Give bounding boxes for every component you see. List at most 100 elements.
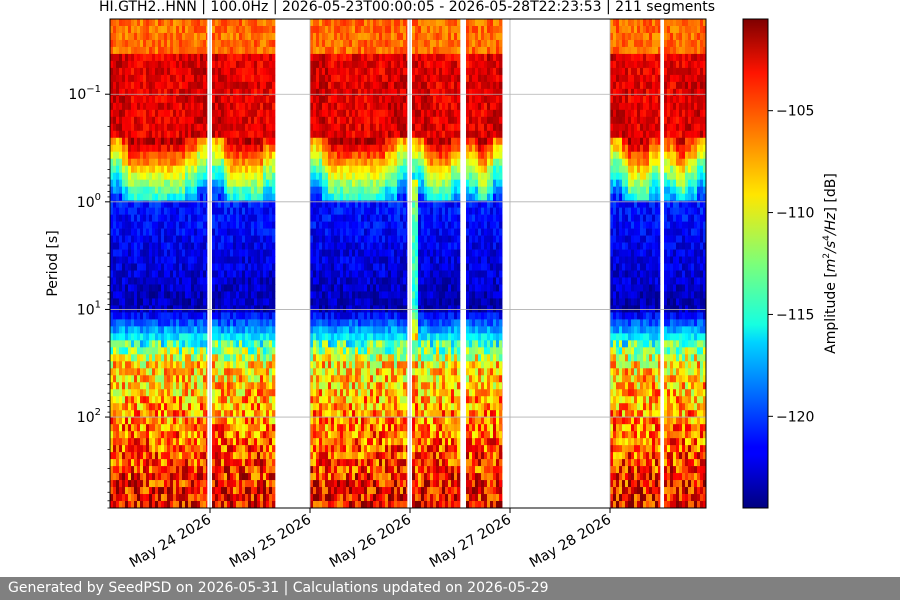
heatmap-cell bbox=[233, 53, 237, 62]
heatmap-cell bbox=[188, 333, 192, 341]
heatmap-cell bbox=[203, 60, 207, 69]
heatmap-cell bbox=[137, 235, 141, 243]
heatmap-cell bbox=[257, 389, 261, 397]
heatmap-cell bbox=[215, 473, 219, 481]
heatmap-cell bbox=[266, 123, 270, 132]
heatmap-cell bbox=[239, 193, 243, 201]
heatmap-cell bbox=[179, 459, 183, 467]
heatmap-cell bbox=[221, 214, 225, 222]
heatmap-cell bbox=[316, 284, 320, 292]
heatmap-cell bbox=[325, 172, 329, 181]
heatmap-cell bbox=[251, 39, 255, 48]
heatmap-cell bbox=[352, 466, 356, 474]
heatmap-cell bbox=[164, 186, 168, 194]
heatmap-cell bbox=[346, 326, 350, 334]
heatmap-cell bbox=[143, 473, 147, 481]
heatmap-cell bbox=[266, 165, 270, 174]
heatmap-cell bbox=[140, 403, 144, 411]
heatmap-cell bbox=[143, 221, 147, 229]
heatmap-cell bbox=[334, 74, 338, 83]
heatmap-cell bbox=[346, 368, 350, 376]
heatmap-cell bbox=[119, 235, 123, 243]
heatmap-cell bbox=[155, 95, 159, 104]
heatmap-cell bbox=[191, 242, 195, 250]
heatmap-cell bbox=[355, 382, 359, 390]
heatmap-cell bbox=[122, 501, 126, 509]
heatmap-cell bbox=[191, 494, 195, 502]
heatmap-cell bbox=[173, 137, 177, 146]
heatmap-cell bbox=[361, 137, 365, 146]
heatmap-cell bbox=[352, 333, 356, 341]
heatmap-cell bbox=[328, 424, 332, 432]
heatmap-cell bbox=[313, 466, 317, 474]
heatmap-cell bbox=[191, 207, 195, 215]
heatmap-cell bbox=[239, 270, 243, 278]
heatmap-cell bbox=[349, 116, 353, 125]
heatmap-cell bbox=[340, 102, 344, 111]
heatmap-cell bbox=[322, 473, 326, 481]
heatmap-cell bbox=[316, 25, 320, 34]
heatmap-cell bbox=[155, 459, 159, 467]
heatmap-cell bbox=[110, 410, 114, 418]
heatmap-cell bbox=[164, 347, 168, 355]
heatmap-cell bbox=[218, 249, 222, 257]
heatmap-cell bbox=[122, 473, 126, 481]
heatmap-cell bbox=[248, 312, 252, 320]
heatmap-cell bbox=[113, 354, 117, 362]
heatmap-cell bbox=[322, 228, 326, 236]
heatmap-cell bbox=[188, 354, 192, 362]
heatmap-cell bbox=[134, 396, 138, 404]
heatmap-cell bbox=[164, 109, 168, 118]
heatmap-cell bbox=[227, 221, 231, 229]
heatmap-cell bbox=[161, 186, 165, 194]
heatmap-cell bbox=[245, 39, 249, 48]
heatmap-cell bbox=[272, 452, 276, 460]
heatmap-cell bbox=[110, 403, 114, 411]
heatmap-cell bbox=[194, 39, 198, 48]
heatmap-cell bbox=[349, 501, 353, 509]
heatmap-cell bbox=[215, 60, 219, 69]
heatmap-cell bbox=[152, 487, 156, 495]
heatmap-cell bbox=[224, 186, 228, 194]
heatmap-cell bbox=[334, 228, 338, 236]
heatmap-cell bbox=[257, 200, 261, 208]
heatmap-cell bbox=[328, 403, 332, 411]
heatmap-cell bbox=[200, 473, 204, 481]
heatmap-cell bbox=[248, 242, 252, 250]
heatmap-cell bbox=[343, 466, 347, 474]
heatmap-cell bbox=[152, 88, 156, 97]
heatmap-cell bbox=[206, 452, 208, 460]
heatmap-cell bbox=[325, 473, 329, 481]
heatmap-cell bbox=[212, 249, 216, 257]
heatmap-cell bbox=[343, 74, 347, 83]
heatmap-cell bbox=[212, 326, 216, 334]
heatmap-cell bbox=[239, 494, 243, 502]
heatmap-cell bbox=[143, 410, 147, 418]
heatmap-cell bbox=[179, 32, 183, 41]
heatmap-cell bbox=[212, 417, 216, 425]
heatmap-cell bbox=[170, 480, 174, 488]
heatmap-cell bbox=[128, 501, 132, 509]
heatmap-cell bbox=[221, 452, 225, 460]
heatmap-cell bbox=[113, 298, 117, 306]
heatmap-cell bbox=[167, 249, 171, 257]
heatmap-cell bbox=[358, 382, 362, 390]
heatmap-cell bbox=[334, 284, 338, 292]
heatmap-cell bbox=[322, 403, 326, 411]
heatmap-cell bbox=[263, 95, 267, 104]
heatmap-cell bbox=[125, 494, 129, 502]
heatmap-cell bbox=[218, 382, 222, 390]
heatmap-cell bbox=[203, 326, 207, 334]
heatmap-cell bbox=[245, 46, 249, 55]
heatmap-cell bbox=[155, 487, 159, 495]
heatmap-cell bbox=[257, 410, 261, 418]
heatmap-cell bbox=[110, 25, 114, 34]
heatmap-cell bbox=[122, 375, 126, 383]
heatmap-cell bbox=[322, 382, 326, 390]
heatmap-cell bbox=[164, 228, 168, 236]
heatmap-cell bbox=[224, 81, 228, 90]
heatmap-cell bbox=[203, 382, 207, 390]
heatmap-cell bbox=[113, 123, 117, 132]
heatmap-cell bbox=[361, 130, 365, 139]
heatmap-cell bbox=[245, 207, 249, 215]
